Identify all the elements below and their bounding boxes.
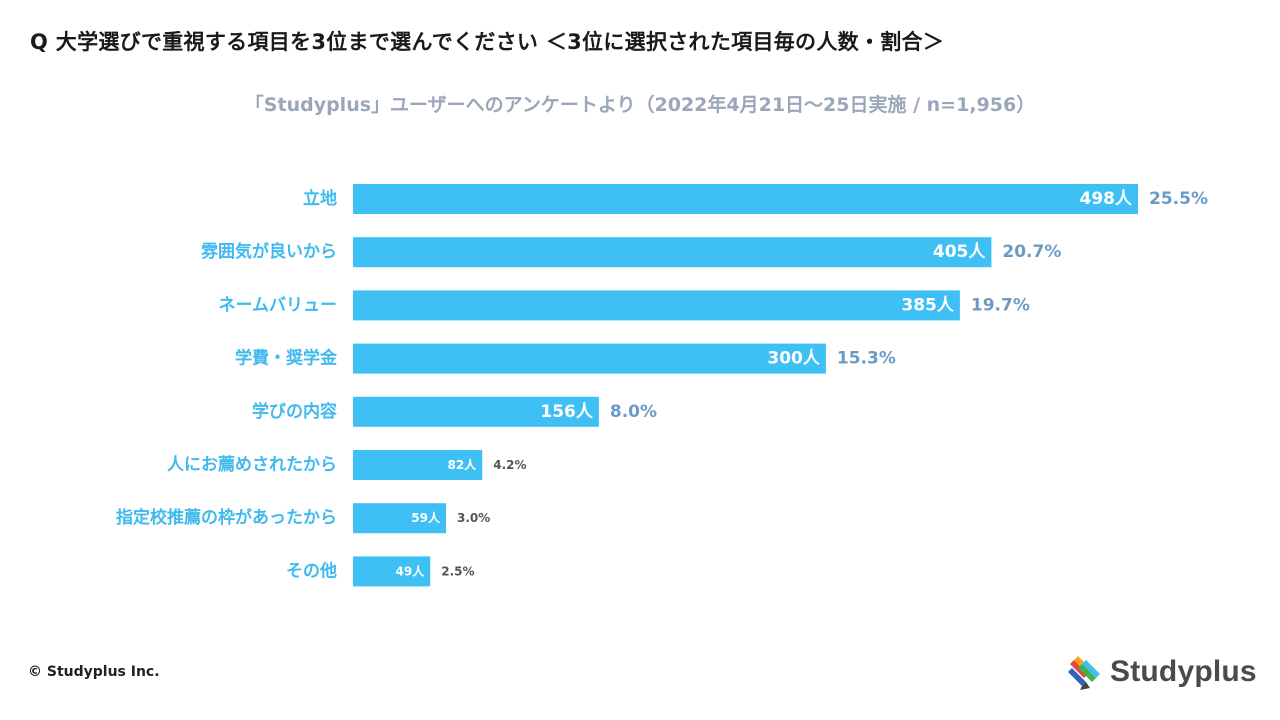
bar-value-label: 59人 <box>411 510 441 525</box>
studyplus-pencil-logo-icon <box>1068 656 1100 690</box>
category-label: 学費・奨学金 <box>235 348 338 369</box>
category-label: その他 <box>286 560 337 581</box>
bar-percent-label: 4.2% <box>493 458 526 472</box>
copyright-notice: © Studyplus Inc. <box>28 664 160 680</box>
bar-value-label: 156人 <box>540 402 593 422</box>
bar-value-label: 405人 <box>933 242 986 262</box>
bar-value-label: 300人 <box>767 349 820 369</box>
bar-percent-label: 19.7% <box>971 295 1030 315</box>
logo-text: Studyplus <box>1110 655 1257 688</box>
category-label: 雰囲気が良いから <box>201 241 337 262</box>
bar <box>353 450 483 480</box>
category-label: 立地 <box>303 188 337 209</box>
bar-value-label: 82人 <box>448 457 478 472</box>
bar-value-label: 385人 <box>901 295 954 315</box>
bar-value-label: 49人 <box>396 563 426 578</box>
category-label: 人にお薦めされたから <box>167 454 337 475</box>
bar <box>353 556 431 587</box>
bar-percent-label: 15.3% <box>837 349 896 369</box>
bar <box>353 290 960 321</box>
bar <box>353 184 1138 214</box>
bar-percent-label: 25.5% <box>1149 189 1208 209</box>
bar-percent-label: 8.0% <box>610 402 657 422</box>
bar <box>353 396 599 427</box>
category-label: ネームバリュー <box>219 295 338 315</box>
category-label: 学びの内容 <box>252 401 337 422</box>
bar <box>353 343 826 374</box>
bar-value-label: 498人 <box>1080 189 1133 209</box>
bar <box>353 503 447 534</box>
chart-subtitle: 「Studyplus」ユーザーへのアンケートより（2022年4月21日〜25日実… <box>244 94 1036 116</box>
category-label: 指定校推薦の枠があったから <box>116 507 337 528</box>
bar-percent-label: 3.0% <box>457 511 490 525</box>
bar <box>353 237 992 268</box>
bar-percent-label: 2.5% <box>441 564 474 578</box>
bar-percent-label: 20.7% <box>1002 242 1061 262</box>
chart-title: Q 大学選びで重視する項目を3位まで選んでください ＜3位に選択された項目毎の人… <box>30 30 945 54</box>
studyplus-logo: Studyplus <box>1064 650 1257 694</box>
